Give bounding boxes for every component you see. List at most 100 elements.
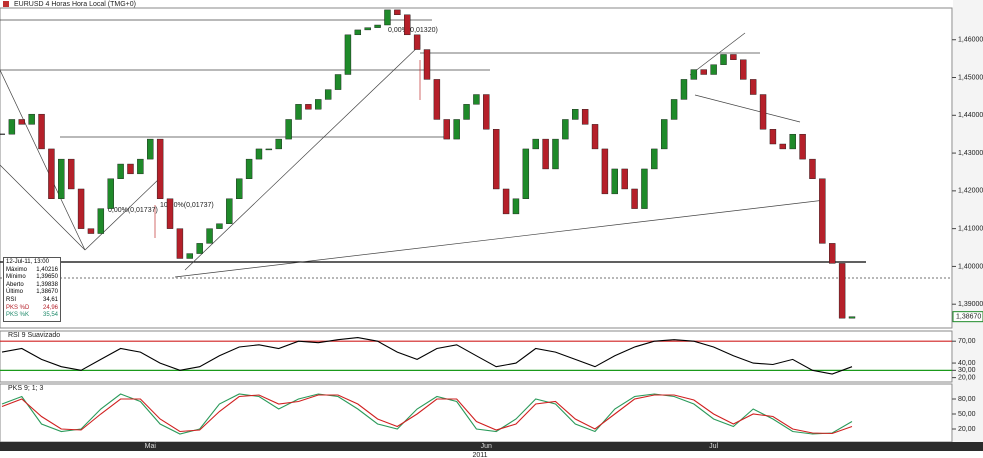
candle bbox=[670, 99, 678, 120]
y-tick-label: 1,41000 bbox=[958, 225, 983, 232]
candle bbox=[285, 119, 292, 140]
info-label: RSI bbox=[6, 296, 17, 303]
info-value: 1,39650 bbox=[36, 274, 58, 281]
candle bbox=[295, 104, 302, 120]
candle bbox=[186, 253, 193, 259]
info-row: Máximo 1,40216 bbox=[6, 267, 58, 275]
info-row: Último 1,38670 bbox=[6, 289, 58, 297]
candle bbox=[18, 119, 25, 125]
annotation: 100,0%(0,01737) bbox=[160, 202, 214, 209]
candle bbox=[680, 79, 688, 100]
candle bbox=[759, 94, 767, 130]
candle bbox=[315, 99, 322, 110]
candle bbox=[156, 138, 164, 199]
y-tick-label: 70,00 bbox=[958, 338, 976, 345]
candle bbox=[720, 54, 727, 65]
info-value: 24,96 bbox=[42, 304, 58, 311]
rsi-panel bbox=[0, 330, 953, 383]
candle bbox=[147, 138, 154, 160]
candle bbox=[196, 243, 203, 254]
candle bbox=[87, 228, 95, 234]
candle bbox=[690, 69, 698, 80]
info-row: PKS %D 24,96 bbox=[6, 305, 58, 313]
candle bbox=[562, 119, 569, 140]
candle bbox=[413, 34, 421, 50]
last-price-label: 1,38670 bbox=[956, 314, 981, 321]
info-value: 1,40216 bbox=[36, 266, 58, 273]
candle bbox=[226, 198, 233, 224]
info-label: Aberto bbox=[6, 281, 24, 288]
y-tick-label: 50,00 bbox=[958, 411, 976, 418]
candle bbox=[58, 158, 65, 199]
x-tick-label: Mai bbox=[145, 443, 157, 450]
candle bbox=[779, 143, 787, 150]
y-tick-label: 1,39000 bbox=[958, 301, 983, 308]
candle bbox=[512, 198, 520, 215]
info-label: Mínimo bbox=[6, 274, 26, 281]
annotation: 0,00%(0,01737) bbox=[108, 207, 158, 214]
y-tick-label: 1,45000 bbox=[958, 74, 983, 81]
y-tick-label: 1,43000 bbox=[958, 150, 983, 157]
candle bbox=[77, 188, 85, 229]
candle bbox=[829, 243, 836, 264]
info-value: 34,61 bbox=[42, 296, 58, 303]
x-tick-label: Jul bbox=[709, 443, 718, 450]
x-tick-label: Jun bbox=[481, 443, 492, 450]
candle bbox=[166, 198, 174, 229]
candle bbox=[552, 138, 559, 170]
candle bbox=[404, 14, 411, 36]
info-row: RSI 34,61 bbox=[6, 297, 58, 305]
info-label: PKS %D bbox=[6, 304, 30, 311]
price-panel bbox=[0, 7, 953, 329]
info-row: Mínimo 1,39650 bbox=[6, 274, 58, 282]
candle bbox=[591, 124, 599, 150]
candle bbox=[176, 228, 184, 259]
candle bbox=[364, 27, 371, 31]
candle bbox=[255, 148, 263, 160]
candle bbox=[394, 9, 401, 16]
candle bbox=[443, 119, 450, 140]
candle bbox=[127, 163, 134, 175]
indicator-line bbox=[1, 393, 853, 435]
y-tick-label: 30,00 bbox=[958, 367, 976, 374]
candle bbox=[532, 138, 539, 150]
candle bbox=[374, 24, 381, 28]
candle bbox=[581, 109, 589, 125]
candle bbox=[710, 64, 717, 75]
candle bbox=[8, 119, 16, 135]
info-value: 35,54 bbox=[42, 312, 58, 319]
candle bbox=[473, 94, 480, 105]
candle bbox=[740, 59, 747, 80]
candle bbox=[216, 223, 223, 229]
info-row: Aberto 1,39838 bbox=[6, 282, 58, 290]
candle bbox=[730, 54, 737, 60]
candle bbox=[769, 129, 777, 145]
annotation: 0,00%(0,01320) bbox=[388, 27, 438, 34]
candle bbox=[611, 168, 618, 195]
indicator-line bbox=[1, 394, 853, 435]
indicator-line bbox=[1, 337, 853, 375]
candle bbox=[641, 168, 648, 209]
candle bbox=[661, 119, 668, 150]
candle bbox=[492, 129, 500, 190]
y-tick-label: 80,00 bbox=[958, 396, 976, 403]
time-bar bbox=[0, 442, 983, 451]
candle bbox=[67, 158, 75, 190]
candle bbox=[749, 79, 757, 95]
candle bbox=[799, 133, 806, 160]
chart-title: EURUSD 4 Horas Hora Local (TMG+0) bbox=[14, 1, 136, 8]
info-label: Último bbox=[6, 289, 24, 296]
year-label: 2011 bbox=[472, 452, 487, 458]
candle bbox=[265, 148, 273, 151]
candle bbox=[28, 113, 35, 125]
candle bbox=[848, 316, 856, 319]
candle bbox=[275, 138, 282, 150]
info-value: 1,39838 bbox=[36, 281, 58, 288]
y-tick-label: 40,00 bbox=[958, 360, 976, 367]
candle bbox=[483, 94, 490, 130]
price-axis bbox=[953, 0, 983, 442]
candle bbox=[423, 49, 431, 80]
candle bbox=[48, 148, 55, 199]
candle bbox=[463, 104, 470, 120]
